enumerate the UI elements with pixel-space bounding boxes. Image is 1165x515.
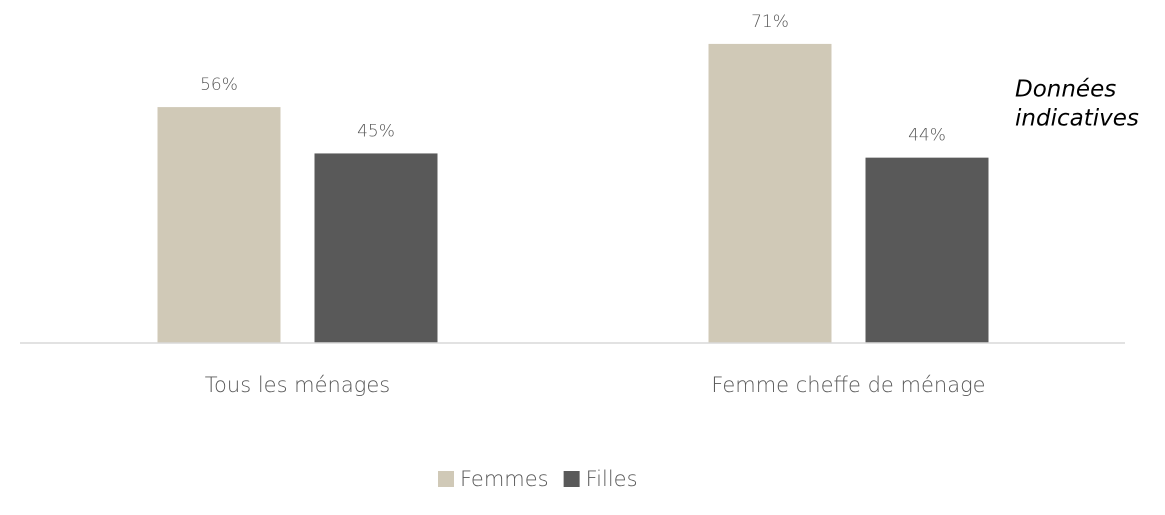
bar — [157, 107, 281, 343]
legend-label: Filles — [586, 467, 638, 491]
x-tick-label: Femme cheffe de ménage — [711, 373, 985, 397]
value-label: 56% — [200, 75, 238, 95]
x-tick-label: Tous les ménages — [205, 373, 390, 397]
value-label: 45% — [357, 121, 395, 141]
legend-swatch — [438, 471, 454, 487]
value-label: 71% — [751, 12, 789, 32]
bar — [865, 157, 989, 343]
legend-label: Femmes — [460, 467, 549, 491]
value-label: 44% — [908, 126, 946, 146]
annotation: indicatives — [1015, 106, 1139, 132]
bar — [314, 153, 438, 343]
annotation: Données — [1015, 77, 1116, 103]
legend-swatch — [563, 471, 580, 487]
bar — [708, 43, 832, 343]
